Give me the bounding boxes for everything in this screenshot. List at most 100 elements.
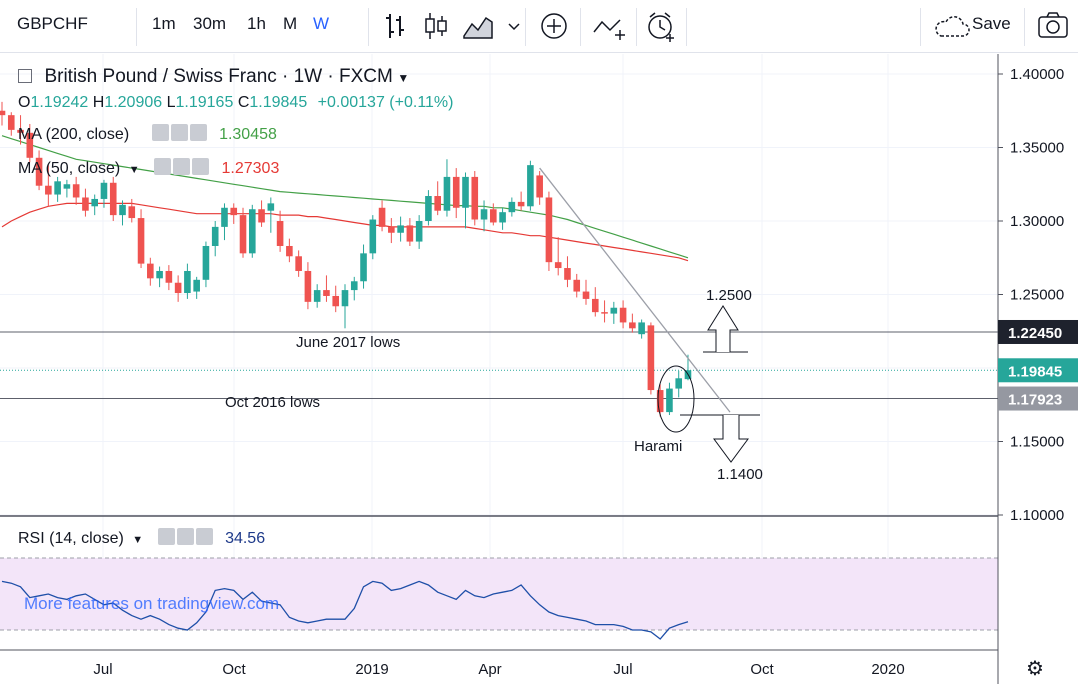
candle-body (415, 221, 423, 242)
candle-body (332, 295, 340, 307)
candle-body (517, 201, 525, 207)
camera-icon[interactable] (1036, 8, 1070, 44)
toolbar-divider (686, 8, 687, 46)
settings-gear-icon[interactable]: ⚙ (1026, 658, 1044, 680)
close-label: C (237, 94, 250, 111)
trendline (539, 167, 731, 413)
price-tick-label: 1.10000 (1010, 507, 1064, 524)
candle-body (434, 196, 441, 211)
indicators-icon[interactable] (592, 8, 628, 44)
interval-month[interactable]: M (283, 14, 298, 33)
chevron-down-icon[interactable]: ▼ (132, 534, 144, 546)
price-tick-label: 1.15000 (1010, 434, 1064, 451)
dropdown-icon[interactable] (505, 8, 523, 44)
candle-body (675, 378, 683, 389)
time-axis: Jul Oct 2019 Apr Jul Oct 2020 (93, 661, 904, 678)
candle-body (286, 245, 293, 257)
chart-area[interactable]: 80.0040.00 Jul Oct 2019 Apr Jul Oct 2020 June … (0, 54, 1078, 684)
ma200-line (1, 135, 689, 259)
candle-body (471, 176, 479, 220)
ma200-label[interactable]: MA (200, close) (18, 126, 130, 143)
toolbar-divider (1024, 8, 1025, 46)
candle-body (230, 207, 238, 216)
ma50-label[interactable]: MA (50, close) (18, 160, 121, 177)
candle-body (63, 184, 71, 189)
candle-body (174, 282, 182, 294)
candle-body (137, 218, 145, 264)
candle-body (100, 182, 108, 199)
price-grid (0, 54, 1078, 651)
alert-icon[interactable] (645, 8, 677, 44)
rsi-label[interactable]: RSI (14, close) (18, 530, 124, 547)
interval-week[interactable]: W (313, 14, 330, 33)
low-label: L (166, 94, 176, 111)
symbol-search[interactable]: GBPCHF (17, 14, 88, 33)
chevron-down-icon[interactable]: ▼ (128, 164, 140, 176)
area-icon[interactable] (462, 8, 494, 44)
candle-body (248, 209, 256, 254)
candle-body (462, 176, 469, 208)
high-label: H (92, 94, 105, 111)
add-compare-icon[interactable] (538, 8, 570, 44)
save-button[interactable]: Save (972, 14, 1011, 33)
candle-body (443, 176, 451, 211)
chart-title[interactable]: British Pound / Swiss Franc · 1W · FXCM (44, 66, 393, 87)
interval-30m[interactable]: 30m (193, 14, 227, 33)
price-tick-label: 1.40000 (1010, 66, 1064, 83)
low-value: 1.19165 (175, 94, 234, 111)
ma200-legend: MA (200, close) 1.30458 (18, 124, 277, 144)
candle-body (564, 268, 571, 280)
candle-body (267, 203, 275, 211)
price-axis: 1.400001.350001.300001.250001.200001.150… (997, 54, 1078, 684)
toolbar-divider (920, 8, 921, 46)
candle-body (156, 270, 163, 279)
last-price-badge: 1.19845 (1008, 363, 1062, 380)
candle-body (35, 157, 43, 186)
candle-body (425, 196, 432, 221)
candle-body (239, 215, 247, 254)
level-badge-lower: 1.17923 (1008, 392, 1062, 409)
chevron-down-icon[interactable]: ▼ (397, 71, 410, 85)
ma50-line (1, 202, 689, 262)
candle-body (591, 298, 599, 313)
candle-body (619, 307, 627, 323)
high-value: 1.20906 (104, 94, 163, 111)
rsi-settings-icon[interactable] (157, 528, 215, 547)
candle-body (313, 290, 321, 302)
time-tick-label: Jul (93, 661, 112, 678)
collapse-icon[interactable] (18, 69, 32, 83)
ma50-settings-icon[interactable] (154, 158, 211, 177)
annotation-harami: Harami (634, 438, 682, 455)
candle-body (258, 209, 265, 223)
time-tick-label: Apr (478, 661, 501, 678)
candle-body (527, 165, 534, 207)
ma200-settings-icon[interactable] (151, 124, 209, 143)
candle-body (452, 176, 460, 208)
level-badge-upper: 1.22450 (1008, 325, 1062, 342)
candle-body (499, 212, 506, 223)
candles-icon[interactable] (422, 8, 450, 44)
time-tick-label: Jul (613, 661, 632, 678)
toolbar-divider (136, 8, 137, 46)
level-badge-upper-bg (998, 319, 1078, 344)
candle-body (406, 225, 414, 242)
bar-style-icon[interactable] (382, 8, 410, 44)
candle-body (360, 253, 367, 282)
drawings: June 2017 lows Oct 2016 lows Harami 1.2500 1… (225, 167, 763, 483)
last-price-badge-bg (998, 358, 1078, 383)
candle-body (480, 209, 488, 220)
interval-1m[interactable]: 1m (152, 14, 176, 33)
level-badge-lower-bg (998, 386, 1078, 411)
cloud-save-icon[interactable] (933, 8, 971, 44)
candle-body (610, 307, 618, 314)
chart-canvas[interactable]: 80.0040.00 Jul Oct 2019 Apr Jul Oct 2020 June … (0, 54, 1078, 684)
change-value: +0.00137 (+0.11%) (317, 94, 454, 111)
harami-ellipse (657, 365, 695, 433)
watermark-link[interactable]: More features on tradingview.com (24, 594, 280, 613)
price-tick-label: 1.35000 (1010, 140, 1064, 157)
candle-body (165, 270, 173, 283)
candle-body (295, 256, 302, 271)
interval-1h[interactable]: 1h (247, 14, 266, 33)
candle-body (17, 129, 24, 133)
candle-body (91, 198, 98, 207)
